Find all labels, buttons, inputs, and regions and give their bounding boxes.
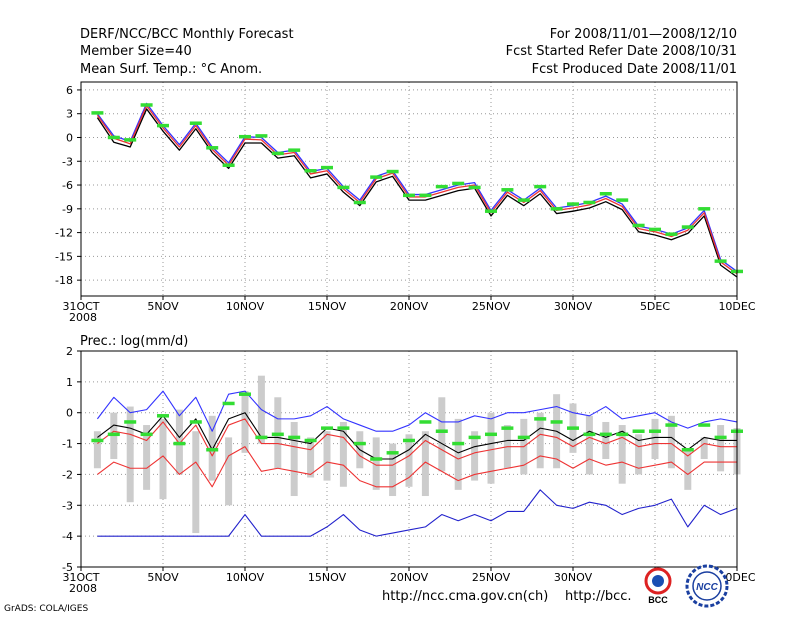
chart1-y-tick-label: 2 <box>66 345 73 358</box>
bcc-logo-text: BCC <box>648 595 668 605</box>
chart1-member-range-bar <box>438 397 446 472</box>
chart1-y-tick-label: -3 <box>62 499 73 512</box>
chart1-x-tick-label: 30NOV <box>554 571 593 584</box>
chart1-member-range-bar <box>389 443 397 497</box>
chart1-member-range-bar <box>536 412 544 469</box>
chart0-y-tick-label: -15 <box>55 250 73 263</box>
chart1-x-tick-label: 25NOV <box>472 571 511 584</box>
chart1-panel-title: Prec.: log(mm/d) <box>80 334 188 349</box>
chart1-member-range-bar <box>717 425 725 472</box>
chart1-member-range-bar <box>405 434 413 487</box>
chart0-y-tick-label: 3 <box>66 108 73 121</box>
chart0-x-year-label: 2008 <box>69 311 97 324</box>
fcst-started-date: Fcst Started Refer Date 2008/10/31 <box>505 44 737 59</box>
ncc-url-link[interactable]: http://ncc.cma.gov.cn(ch) <box>382 589 549 604</box>
chart1-member-range-bar <box>323 431 331 481</box>
member-size-label: Member Size=40 <box>80 44 192 59</box>
chart0-x-tick-label: 10NOV <box>226 300 265 313</box>
chart1-member-range-bar <box>241 391 249 453</box>
chart1-member-range-bar <box>93 431 101 469</box>
chart0-y-tick-label: 6 <box>66 84 73 97</box>
chart1-y-tick-label: -4 <box>62 530 73 543</box>
chart1-member-range-bar <box>651 418 659 459</box>
fcst-produced-date: Fcst Produced Date 2008/11/01 <box>531 62 737 77</box>
chart1-x-tick-label: 10NOV <box>226 571 265 584</box>
chart1-member-range-bar <box>471 431 479 481</box>
chart1-member-range-bar <box>225 437 233 506</box>
chart0-series-upper-bound <box>96 102 738 272</box>
chart0-x-tick-label: 31OCT <box>62 300 99 313</box>
chart1-member-range-bar <box>454 418 462 490</box>
chart1-x-tick-label: 15NOV <box>308 571 347 584</box>
chart1-y-tick-label: 1 <box>66 376 73 389</box>
chart1-member-range-bar <box>487 412 495 484</box>
chart0-y-tick-label: -3 <box>62 155 73 168</box>
grads-credit: GrADS: COLA/IGES <box>4 604 89 614</box>
chart1-member-range-bar <box>159 418 167 500</box>
chart0-x-tick-label: 5NOV <box>147 300 179 313</box>
chart0-series-ensemble-mean <box>96 108 738 278</box>
chart1-x-tick-label: 5NOV <box>147 571 179 584</box>
ncc-logo-text: NCC <box>696 582 718 593</box>
chart1-member-range-bar <box>339 421 347 487</box>
chart1-member-range-bar <box>421 431 429 497</box>
chart1-member-range-bar <box>618 425 626 484</box>
chart1-series-ensemble-mean-red- <box>97 418 737 466</box>
chart0-x-tick-label: 20NOV <box>390 300 429 313</box>
chart1-series-lower-bound <box>97 446 737 488</box>
chart0-x-tick-label: 25NOV <box>472 300 511 313</box>
variable-label: Mean Surf. Temp.: °C Anom. <box>80 62 263 77</box>
chart1-member-range-bar <box>307 437 315 478</box>
chart1-member-range-bar <box>143 425 151 490</box>
chart0-y-tick-label: 0 <box>66 131 73 144</box>
chart1-x-tick-label: 31OCT <box>62 571 99 584</box>
chart1-member-range-bar <box>126 406 134 503</box>
chart1-y-tick-label: -2 <box>62 468 73 481</box>
chart1-series-upper-bound <box>96 390 738 432</box>
bcc-logo: BCC <box>644 567 672 605</box>
chart0-x-tick-label: 15NOV <box>308 300 347 313</box>
chart1-member-range-bar <box>667 415 675 469</box>
chart0-y-tick-label: -6 <box>62 179 73 192</box>
forecast-period: For 2008/11/01—2008/12/10 <box>549 27 737 42</box>
chart1-y-tick-label: -5 <box>62 561 73 574</box>
chart1-series-ensemble-mean <box>97 412 737 460</box>
chart0-x-tick-label: 5DEC <box>640 300 670 313</box>
chart1-series-minimum <box>97 489 738 537</box>
chart1-y-tick-label: 0 <box>66 407 73 420</box>
chart1-member-range-bar <box>290 421 298 497</box>
chart1-member-range-bar <box>602 421 610 459</box>
chart0-y-tick-label: -18 <box>55 274 73 287</box>
chart0-x-tick-label: 30NOV <box>554 300 593 313</box>
chart0-x-tick-label: 10DEC <box>718 300 755 313</box>
chart0-y-tick-label: -9 <box>62 203 73 216</box>
chart1-member-range-bar <box>372 437 380 490</box>
chart0-series-lower-bound <box>96 105 738 275</box>
ncc-logo: NCC <box>685 564 729 608</box>
chart1-y-tick-label: -1 <box>62 438 73 451</box>
chart1-member-range-bar <box>585 415 593 475</box>
chart1-member-range-bar <box>192 431 200 534</box>
chart1-member-range-bar <box>684 449 692 490</box>
chart1-x-tick-label: 20NOV <box>390 571 429 584</box>
chart1-x-year-label: 2008 <box>69 582 97 595</box>
chart1-x-tick-label: 10DEC <box>718 571 755 584</box>
chart1-member-range-bar <box>635 434 643 475</box>
chart0-y-tick-label: -12 <box>55 227 73 240</box>
bcc-url-link[interactable]: http://bcc. <box>565 589 632 604</box>
figure-title: DERF/NCC/BCC Monthly Forecast <box>80 27 294 42</box>
chart1-member-range-bar <box>700 437 708 459</box>
